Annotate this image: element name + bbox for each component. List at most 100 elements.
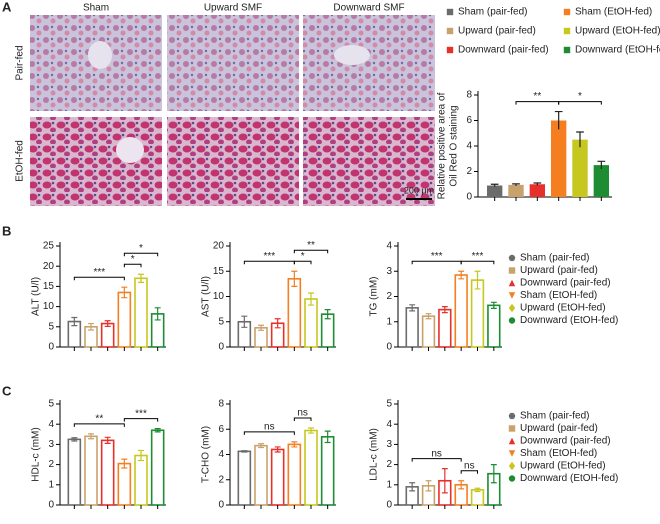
- error-bar: [121, 458, 128, 469]
- error-bar: [274, 318, 281, 329]
- legend-label: Sham (pair-fed): [520, 253, 589, 264]
- row-label: EtOH-fed: [15, 140, 26, 182]
- significance-bracket: [293, 249, 329, 254]
- bar: [529, 184, 546, 197]
- bar: [117, 462, 132, 506]
- error-bar: [425, 313, 432, 320]
- error-bar: [441, 468, 448, 494]
- y-tick-label: 2: [386, 459, 392, 470]
- legend-label: Sham (pair-fed): [520, 411, 589, 422]
- significance-label: ns: [431, 448, 442, 459]
- error-bar: [576, 131, 584, 148]
- significance-label: ***: [93, 267, 105, 278]
- legend-marker: [508, 450, 516, 457]
- y-tick-label: 1: [386, 479, 392, 490]
- y-tick-label: 10: [43, 301, 55, 312]
- bar: [150, 429, 165, 506]
- legend-label: Sham (EtOH-fed): [520, 290, 597, 301]
- y-tick-label: 2: [386, 291, 392, 302]
- significance-label: **: [307, 240, 315, 251]
- significance-bracket: [73, 276, 125, 281]
- bar: [470, 489, 485, 506]
- error-bar: [425, 480, 432, 492]
- bar: [134, 277, 148, 348]
- error-bar: [490, 183, 499, 187]
- error-bar: [474, 270, 481, 290]
- significance-bracket: [293, 260, 312, 265]
- y-axis-label: HDL-c (mM): [31, 427, 42, 481]
- error-bar: [154, 428, 161, 433]
- legend-label: Downward (EtOH-fed): [520, 473, 618, 484]
- y-tick-label: 8: [218, 399, 224, 410]
- error-bar: [88, 433, 94, 440]
- error-bar: [308, 427, 314, 434]
- y-tick-label: 0: [466, 192, 472, 203]
- y-tick-label: 2: [218, 474, 224, 485]
- significance-label: ns: [464, 460, 475, 471]
- y-tick-label: 8: [466, 90, 472, 101]
- error-bar: [88, 322, 94, 331]
- legend-marker: [563, 27, 571, 35]
- y-tick-label: 20: [43, 261, 55, 272]
- significance-label: ***: [472, 251, 484, 262]
- significance-label: **: [95, 414, 103, 425]
- legend-marker: [508, 317, 516, 324]
- column-label: Sham: [83, 3, 109, 14]
- legend-label: Upward (pair-fed): [520, 265, 598, 276]
- bar: [287, 278, 302, 348]
- error-bar: [308, 292, 314, 306]
- significance-bracket: [243, 431, 295, 435]
- y-tick-label: 0: [386, 500, 392, 511]
- legend-marker: [508, 475, 516, 482]
- legend-label: Sham (pair-fed): [458, 7, 527, 18]
- error-bar: [554, 110, 563, 130]
- bar: [470, 279, 485, 348]
- error-bar: [104, 320, 111, 327]
- y-tick-label: 0: [48, 342, 54, 353]
- legend-marker: [508, 412, 516, 420]
- micrograph: [167, 117, 299, 206]
- error-bar: [274, 446, 281, 453]
- y-tick-label: 3: [386, 266, 392, 277]
- micrograph: [167, 15, 299, 111]
- bar: [421, 315, 436, 348]
- bar: [117, 291, 132, 348]
- error-bar: [409, 482, 416, 492]
- bar: [134, 454, 148, 506]
- legend-marker: [508, 267, 516, 274]
- bar: [270, 448, 285, 506]
- y-tick-label: 2: [48, 459, 54, 470]
- y-tick-label: 1: [386, 316, 392, 327]
- error-bar: [291, 270, 298, 287]
- bar: [84, 435, 98, 506]
- legend-marker: [508, 279, 516, 287]
- error-bar: [258, 324, 264, 331]
- y-tick-label: 15: [213, 266, 225, 277]
- y-axis-label: AST (U/l): [201, 276, 212, 317]
- error-bar: [490, 464, 497, 484]
- error-bar: [512, 183, 520, 186]
- legend-marker: [508, 292, 516, 299]
- legend-label: Downward (EtOH-fed): [575, 45, 660, 56]
- y-tick-label: 3: [48, 439, 54, 450]
- bar: [320, 436, 335, 506]
- y-tick-label: 0: [218, 342, 224, 353]
- y-tick-label: 6: [218, 424, 224, 435]
- error-bar: [324, 309, 331, 320]
- bar: [487, 304, 501, 348]
- significance-label: *: [301, 251, 305, 262]
- error-bar: [474, 487, 481, 493]
- significance-label: ***: [135, 408, 147, 419]
- bar: [486, 185, 503, 197]
- bar: [304, 429, 318, 506]
- significance-label: *: [578, 91, 582, 102]
- significance-label: ns: [264, 422, 275, 433]
- error-bar: [241, 450, 248, 453]
- y-tick-label: 5: [48, 321, 54, 332]
- y-axis-label: TG (mM): [369, 277, 380, 317]
- bar: [405, 307, 419, 348]
- error-bar: [324, 430, 331, 444]
- error-bar: [258, 443, 264, 449]
- y-tick-label: 0: [386, 342, 392, 353]
